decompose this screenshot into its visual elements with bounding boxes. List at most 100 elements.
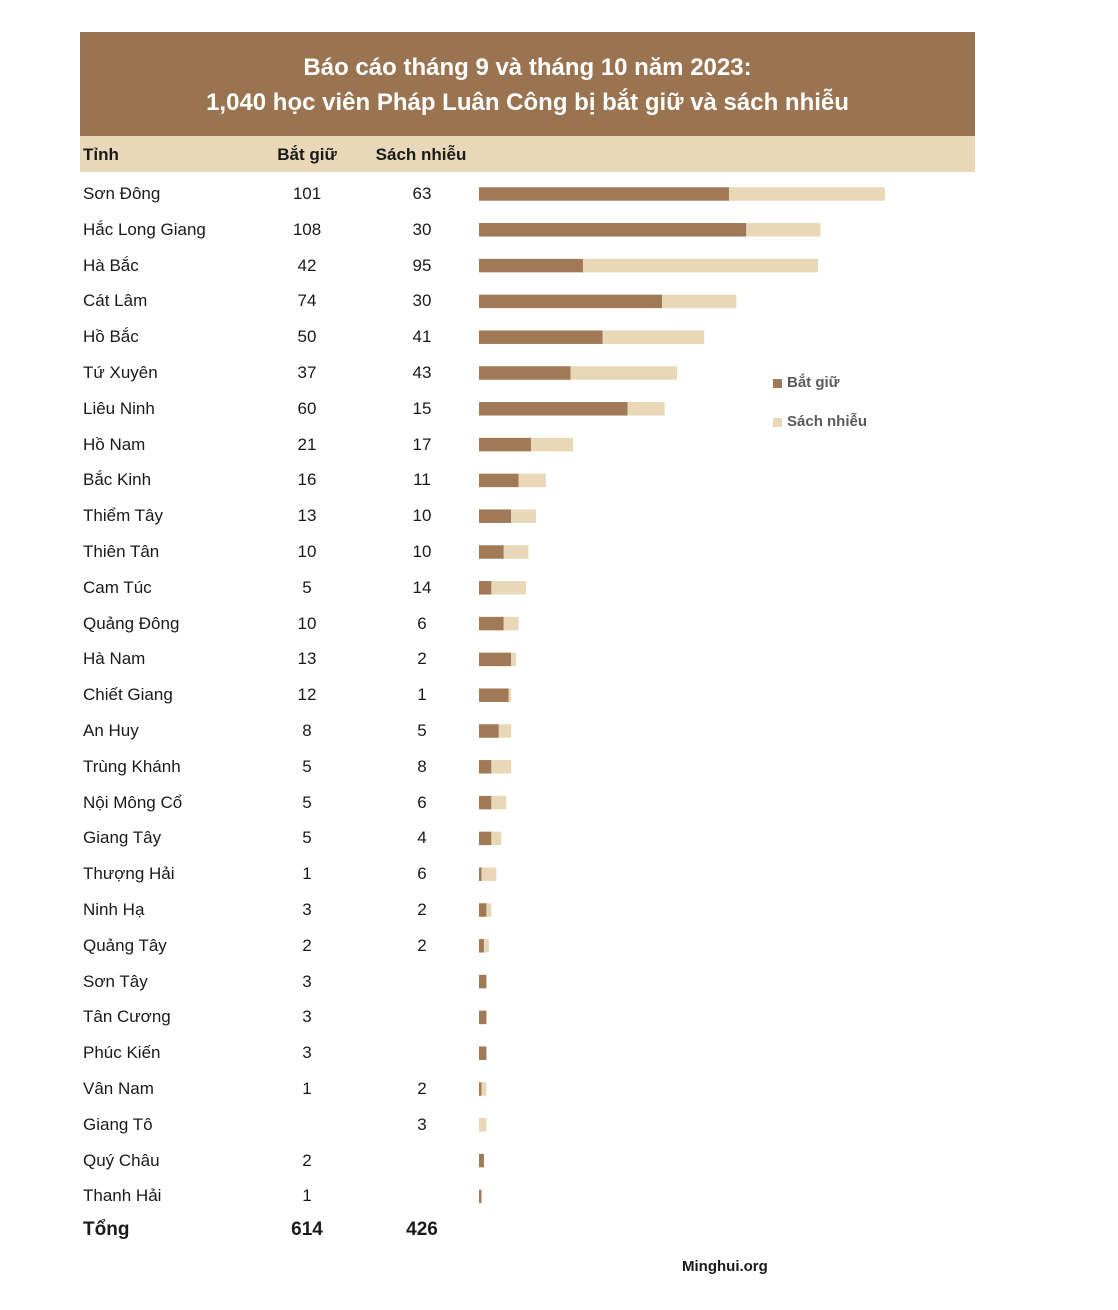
row-harassed-value [382,971,462,993]
row-province: Thiên Tân [83,542,160,561]
row-harassed-value: 11 [413,470,431,490]
row-arrested-value: 3 [302,1007,312,1027]
row-province: Thiểm Tây [83,506,163,526]
column-header-band [80,136,975,172]
row-province: An Huy [83,721,139,740]
row-harassed-value: 15 [412,398,432,418]
row-province: Tân Cương [83,1007,171,1027]
row-arrested-value: 5 [302,792,312,812]
row-harassed-value: 43 [412,363,432,382]
row-harassed-value: 3 [417,1114,427,1134]
bar-harassed [508,688,512,702]
row-province: Quảng Đông [83,613,180,633]
row-province: Nội Mông Cổ [83,792,183,812]
row-province: Thượng Hải [83,864,175,884]
bar-harassed [498,724,512,738]
bar-harassed [518,473,546,488]
bar-arrested [479,402,628,416]
bar-arrested [479,258,583,273]
bar-arrested [479,1046,487,1060]
bar-harassed [570,366,677,380]
source-credit: Minghui.org [682,1258,768,1275]
row-arrested-value: 3 [302,900,312,919]
legend-harassed: Sách nhiễu [773,413,867,430]
row-harassed-value: 30 [412,219,432,239]
bar-harassed [511,509,536,523]
bar-harassed [662,294,737,309]
row-harassed-value: 2 [417,649,427,669]
bar-harassed [627,402,665,416]
row-province: Hà Bắc [83,255,139,275]
row-province: Hà Nam [83,649,146,669]
row-harassed-value: 10 [412,542,432,561]
row-province: Sơn Tây [83,971,148,991]
row-province: Hắc Long Giang [83,219,206,239]
row-arrested-value: 3 [302,971,312,991]
row-harassed-value: 2 [417,1079,427,1098]
row-province: Giang Tây [83,828,162,848]
row-harassed-value: 2 [417,935,427,955]
bar-harassed [491,760,512,774]
bar-arrested [479,724,499,738]
row-province: Vân Nam [83,1079,154,1098]
row-province: Cam Túc [83,577,152,597]
row-arrested-value: 10 [297,613,317,633]
bar-harassed [481,1082,487,1096]
bar-arrested [479,652,512,667]
row-arrested-value: 5 [302,828,312,848]
bar-arrested [479,688,509,702]
bar-arrested [479,939,484,953]
stacked-bar-chart [479,187,885,1204]
row-harassed-value: 17 [412,434,432,454]
bar-arrested [479,1153,484,1168]
row-harassed-value [382,1150,462,1172]
bar-harassed [479,1118,487,1132]
row-harassed-value: 14 [412,577,432,597]
legend-arrested: Bắt giữ [773,374,840,391]
row-arrested-value: 2 [302,935,312,955]
bar-arrested [479,903,487,917]
bar-arrested [479,795,492,810]
row-arrested-value: 12 [297,685,317,705]
row-harassed-value: 1 [417,685,427,705]
row-harassed-value: 5 [417,721,427,740]
row-harassed-value: 6 [417,792,427,812]
total-label: Tổng [83,1219,130,1240]
bar-harassed [491,795,507,810]
column-header-province: Tỉnh [83,145,119,164]
row-arrested-value: 108 [292,219,322,239]
row-arrested-value: 101 [292,184,322,203]
bar-harassed [483,939,489,953]
bar-arrested [479,473,519,488]
row-arrested-value: 1 [302,1186,312,1206]
bar-harassed [491,831,502,846]
legend-arrested-swatch [773,378,782,388]
row-arrested-value: 1 [302,1079,312,1098]
bar-harassed [503,616,519,631]
row-arrested-value: 74 [297,291,317,311]
bar-arrested [479,581,492,595]
row-arrested-value: 42 [297,255,317,275]
bar-harassed [746,223,821,237]
row-arrested-value: 2 [302,1150,312,1170]
row-harassed-value: 4 [417,828,427,848]
row-province: Cát Lâm [83,291,148,311]
bar-arrested [479,187,729,201]
row-arrested-value: 21 [297,434,317,454]
total-harassed: 426 [406,1219,438,1240]
bar-harassed [511,652,517,667]
row-province: Quảng Tây [83,935,167,955]
bar-arrested [479,974,487,989]
row-arrested-value: 16 [297,470,317,490]
row-arrested-value: 13 [297,506,317,526]
row-arrested-value: 5 [302,756,312,776]
bar-arrested [479,294,663,309]
bar-harassed [582,258,819,273]
chart-title-line-1: Báo cáo tháng 9 và tháng 10 năm 2023: [303,54,752,81]
legend-arrested-label: Bắt giữ [787,374,840,391]
bar-harassed [491,581,527,595]
row-harassed-value: 63 [412,184,432,203]
bar-harassed [503,545,529,559]
bar-arrested [479,1189,482,1204]
bar-arrested [479,223,747,237]
